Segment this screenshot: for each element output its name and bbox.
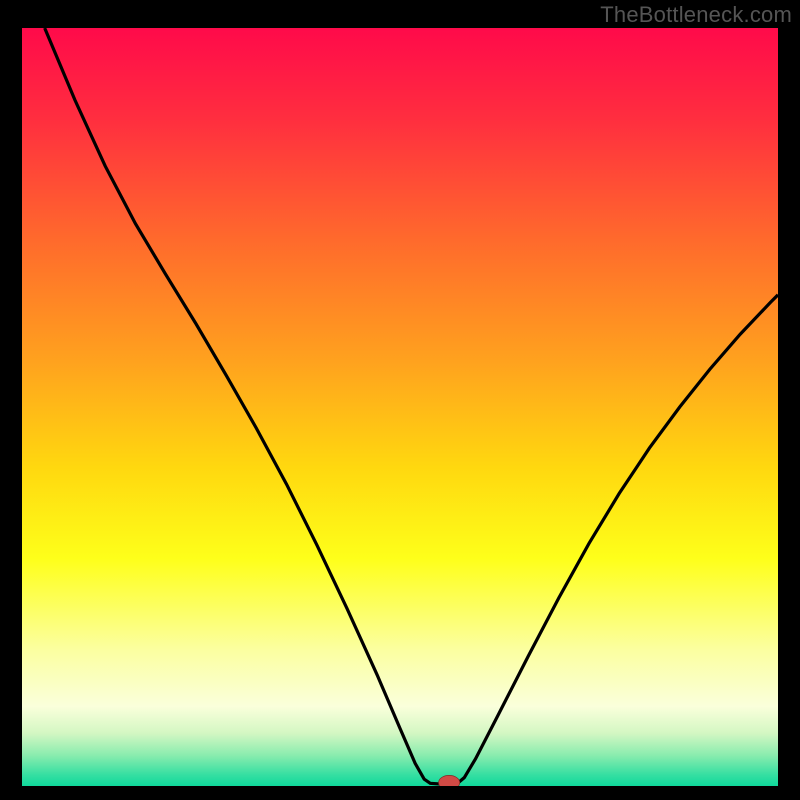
watermark-text: TheBottleneck.com bbox=[600, 2, 792, 28]
gradient-background bbox=[22, 28, 778, 786]
bottleneck-curve-chart bbox=[22, 28, 778, 786]
chart-frame: TheBottleneck.com bbox=[0, 0, 800, 800]
plot-area bbox=[22, 28, 778, 786]
